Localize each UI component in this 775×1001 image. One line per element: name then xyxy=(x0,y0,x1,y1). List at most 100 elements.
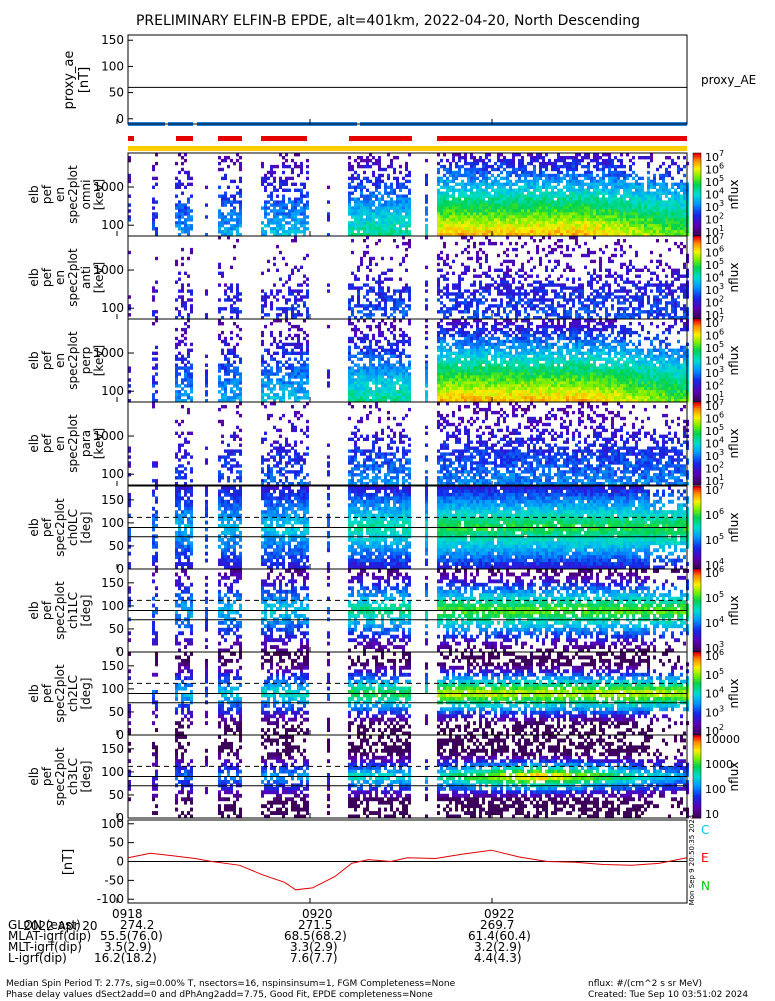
spec-pixel xyxy=(273,185,276,189)
spec-pixel xyxy=(632,200,635,204)
spec-pixel xyxy=(590,280,593,284)
spec-pixel xyxy=(282,345,285,350)
spec-pixel xyxy=(590,191,593,195)
spec-pixel xyxy=(542,286,545,290)
spec-pixel xyxy=(233,372,236,376)
spec-pixel xyxy=(611,253,614,258)
spec-pixel xyxy=(440,289,443,293)
spec-pixel xyxy=(273,387,276,391)
spec-pixel xyxy=(282,156,285,160)
spec-pixel xyxy=(518,218,521,222)
spec-pixel xyxy=(218,194,221,198)
spec-pixel xyxy=(521,167,524,172)
spec-pixel xyxy=(512,227,515,231)
spec-pixel xyxy=(575,153,578,157)
spec-pixel xyxy=(190,215,193,219)
spec-pixel xyxy=(236,333,239,338)
spec-pixel xyxy=(608,206,611,210)
spec-pixel xyxy=(653,176,656,181)
spec-pixel xyxy=(366,307,369,311)
spec-pixel xyxy=(437,203,440,207)
spec-pixel xyxy=(239,212,242,216)
spec-pixel xyxy=(291,393,294,397)
spec-pixel xyxy=(626,307,629,311)
spec-pixel xyxy=(521,265,524,269)
spec-pixel xyxy=(650,182,653,186)
spec-pixel xyxy=(512,307,515,311)
spec-pixel xyxy=(557,182,560,186)
spec-pixel xyxy=(384,363,387,367)
spec-pixel xyxy=(236,212,239,216)
spec-pixel xyxy=(470,203,473,207)
spec-pixel xyxy=(665,280,668,284)
spec-pixel xyxy=(485,185,488,189)
spec-pixel xyxy=(239,378,242,382)
spec-pixel xyxy=(399,206,402,210)
spec-pixel xyxy=(473,313,476,317)
spec-pixel xyxy=(396,289,399,293)
spec-pixel xyxy=(218,390,221,394)
spec-pixel xyxy=(348,339,351,344)
spec-pixel xyxy=(230,351,233,355)
spec-pixel xyxy=(390,221,393,225)
spec-pixel xyxy=(224,194,227,198)
spec-pixel xyxy=(614,170,617,175)
spec-pixel xyxy=(632,197,635,201)
spec-pixel xyxy=(218,378,221,382)
spec-pixel xyxy=(638,295,641,299)
spec-pixel xyxy=(348,319,351,323)
spec-pixel xyxy=(674,310,677,314)
spec-pixel xyxy=(623,170,626,175)
spec-pixel xyxy=(569,176,572,181)
spec-pixel xyxy=(485,307,488,311)
spec-pixel xyxy=(608,209,611,213)
spec-pixel xyxy=(635,298,638,302)
spec-pixel xyxy=(650,203,653,207)
spec-pixel xyxy=(294,375,297,379)
spec-pixel xyxy=(671,292,674,296)
spec-pixel xyxy=(614,191,617,195)
spec-pixel xyxy=(224,289,227,293)
spec-pixel xyxy=(363,319,366,323)
spec-pixel xyxy=(152,310,155,314)
spec-pixel xyxy=(437,194,440,198)
spec-pixel xyxy=(524,241,527,246)
spec-pixel xyxy=(566,212,569,216)
spec-pixel xyxy=(473,194,476,198)
spec-pixel xyxy=(497,221,500,225)
spec-pixel xyxy=(602,179,605,184)
spec-pixel xyxy=(557,167,560,172)
spec-pixel xyxy=(602,250,605,255)
spec-pixel xyxy=(378,239,381,243)
spec-pixel xyxy=(662,224,665,228)
spec-pixel xyxy=(542,203,545,207)
spec-pixel xyxy=(267,348,270,352)
spec-pixel xyxy=(620,215,623,219)
spec-pixel xyxy=(297,310,300,314)
spec-pixel xyxy=(533,227,536,231)
spec-pixel xyxy=(572,200,575,204)
spec-pixel xyxy=(521,173,524,178)
spec-pixel xyxy=(360,262,363,267)
spec-pixel xyxy=(381,280,384,284)
spec-pixel xyxy=(614,179,617,184)
spec-pixel xyxy=(614,185,617,189)
spec-pixel xyxy=(557,176,560,181)
spec-pixel xyxy=(261,206,264,210)
spec-pixel xyxy=(348,372,351,376)
spec-pixel xyxy=(584,241,587,246)
spec-pixel xyxy=(593,289,596,293)
spec-pixel xyxy=(464,230,467,234)
spec-pixel xyxy=(659,253,662,258)
spec-pixel xyxy=(369,197,372,201)
spec-pixel xyxy=(506,247,509,252)
spec-pixel xyxy=(402,372,405,376)
spec-pixel xyxy=(366,313,369,317)
spec-pixel xyxy=(291,372,294,376)
spec-pixel xyxy=(378,366,381,370)
spec-pixel xyxy=(187,369,190,373)
spec-pixel xyxy=(602,230,605,234)
spec-pixel xyxy=(536,227,539,231)
spec-pixel xyxy=(638,298,641,302)
spec-pixel xyxy=(608,268,611,272)
